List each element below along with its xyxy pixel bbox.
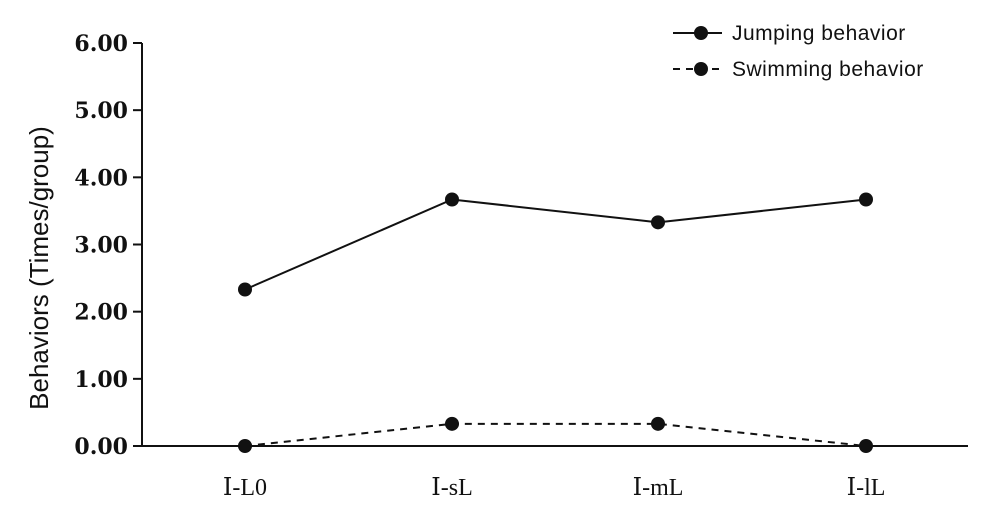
legend: Jumping behavior Swimming behavior <box>673 22 924 81</box>
x-axis: Ⅰ-L0 Ⅰ-sL Ⅰ-mL Ⅰ-lL <box>142 445 968 501</box>
data-point <box>445 192 459 207</box>
y-tick-label: 2.00 <box>74 300 128 326</box>
series-line-swimming <box>244 422 867 447</box>
legend-label: Swimming behavior <box>732 58 924 81</box>
y-tick-label: 4.00 <box>74 165 128 191</box>
y-axis: 0.00 1.00 2.00 3.00 4.00 5.00 6.00 <box>74 31 143 460</box>
series-line-jumping <box>244 198 867 291</box>
data-point <box>238 282 252 297</box>
data-point <box>651 215 665 230</box>
y-tick-label: 0.00 <box>74 434 128 460</box>
data-point <box>238 439 252 453</box>
x-tick-label: Ⅰ-sL <box>431 475 472 501</box>
series-layer <box>238 192 873 453</box>
x-tick-label: Ⅰ-mL <box>633 475 684 501</box>
legend-marker <box>694 62 708 76</box>
legend-marker <box>694 26 708 40</box>
legend-label: Jumping behavior <box>732 22 906 45</box>
data-point <box>445 416 459 431</box>
y-axis-label: Behaviors (Times/group) <box>24 126 54 410</box>
data-point <box>859 439 873 453</box>
y-tick-label: 5.00 <box>74 98 128 124</box>
y-tick-label: 1.00 <box>74 367 128 393</box>
data-point <box>859 192 873 207</box>
x-tick-label: Ⅰ-lL <box>847 475 886 501</box>
y-tick-label: 3.00 <box>74 233 128 259</box>
data-point <box>651 416 665 431</box>
y-tick-label: 6.00 <box>74 31 128 57</box>
x-tick-label: Ⅰ-L0 <box>223 475 267 501</box>
